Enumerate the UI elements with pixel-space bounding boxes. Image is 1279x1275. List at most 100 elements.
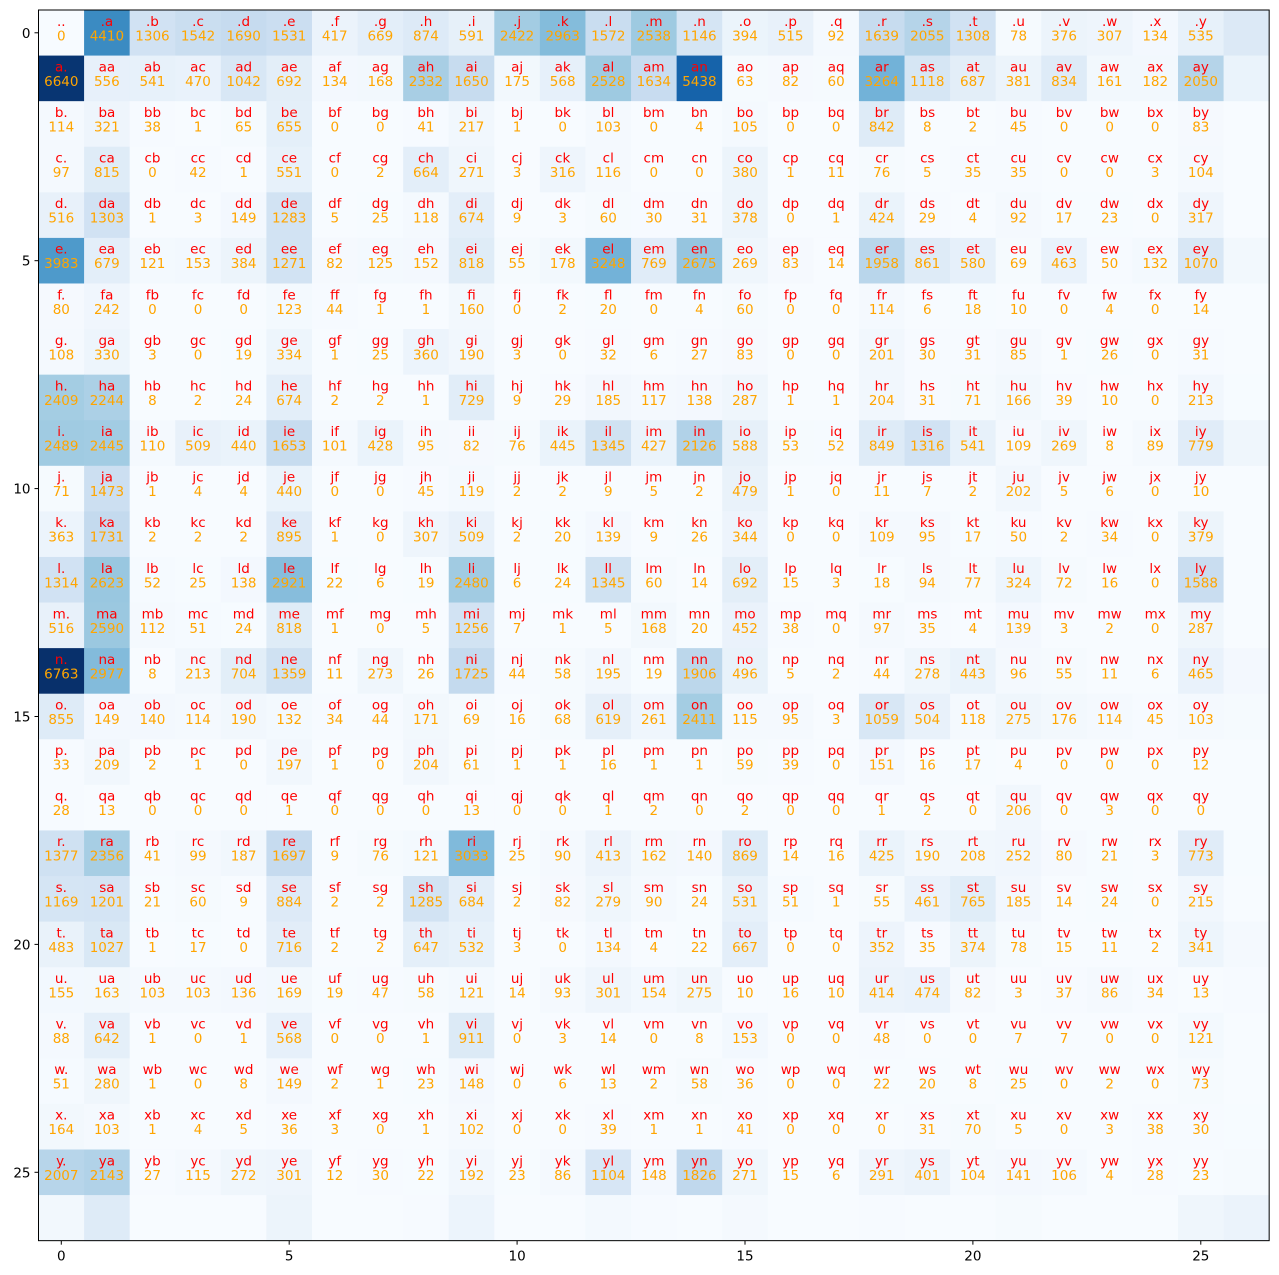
bigram-label: vk <box>555 1017 571 1033</box>
heatmap-cell <box>403 329 450 376</box>
bigram-label: ud <box>235 971 252 987</box>
heatmap-cell <box>539 602 586 649</box>
bigram-label: be <box>281 105 298 121</box>
count-label: 1572 <box>591 28 625 44</box>
count-label: 204 <box>869 393 895 409</box>
count-label: 344 <box>732 530 758 546</box>
count-label: 1 <box>239 1031 248 1047</box>
bigram-label: bi <box>465 105 477 121</box>
count-label: 22 <box>417 1168 434 1184</box>
count-label: 287 <box>732 393 758 409</box>
bigram-label: js <box>921 470 933 486</box>
heatmap-cell <box>539 1103 586 1150</box>
bigram-label: db <box>144 196 161 212</box>
bigram-label: ik <box>557 424 569 440</box>
bigram-label: qq <box>828 789 845 805</box>
heatmap-cell <box>585 1195 632 1242</box>
bigram-label: dd <box>235 196 252 212</box>
bigram-label: uv <box>1056 971 1073 987</box>
heatmap-cell <box>403 101 450 148</box>
bigram-label: tf <box>330 925 341 941</box>
heatmap-cell <box>1041 283 1088 330</box>
heatmap-cell <box>494 921 541 968</box>
bigram-label: .q <box>830 14 843 30</box>
heatmap-cell <box>539 693 586 740</box>
bigram-label: .o <box>739 14 752 30</box>
count-label: 103 <box>1188 712 1214 728</box>
heatmap-cell <box>767 55 814 102</box>
bigram-label: dh <box>417 196 434 212</box>
heatmap-cell <box>494 374 541 421</box>
count-label: 34 <box>1147 985 1164 1001</box>
count-label: 149 <box>231 211 257 227</box>
bigram-label: cc <box>191 151 206 167</box>
count-label: 895 <box>276 530 302 546</box>
heatmap-cell <box>904 511 951 558</box>
heatmap-cell <box>813 967 860 1014</box>
bigram-label: ec <box>190 242 206 258</box>
count-label: 568 <box>276 1031 302 1047</box>
bigram-label: fg <box>374 287 387 303</box>
bigram-label: xw <box>1100 1108 1119 1124</box>
count-label: 1531 <box>272 28 306 44</box>
bigram-label: yk <box>555 1153 571 1169</box>
heatmap-cell <box>175 374 222 421</box>
heatmap-cell <box>813 511 860 558</box>
count-label: 0 <box>786 530 795 546</box>
bigram-label: bo <box>737 105 754 121</box>
heatmap-cell <box>904 1012 951 1059</box>
heatmap-cell <box>1178 830 1225 877</box>
heatmap-cell <box>631 648 678 695</box>
bigram-label: xe <box>281 1108 297 1124</box>
heatmap-cell <box>1041 1195 1088 1242</box>
heatmap-cell <box>311 465 359 512</box>
bigram-label: yn <box>691 1153 708 1169</box>
count-label: 425 <box>869 849 895 865</box>
heatmap-cell <box>858 1012 906 1059</box>
count-label: 692 <box>732 575 758 591</box>
bigram-label: uw <box>1100 971 1120 987</box>
count-label: 655 <box>276 119 302 135</box>
bigram-label: tu <box>1012 925 1026 941</box>
bigram-label: ps <box>920 743 936 759</box>
heatmap-cell <box>1132 420 1179 467</box>
heatmap-cell <box>266 374 313 421</box>
count-label: 3 <box>148 347 157 363</box>
heatmap-cell <box>494 784 541 831</box>
count-label: 2050 <box>1184 74 1218 90</box>
heatmap-cell <box>1086 146 1133 193</box>
heatmap-cell <box>357 556 404 604</box>
heatmap-cell <box>1132 967 1179 1014</box>
count-label: 0 <box>239 758 248 774</box>
count-label: 26 <box>691 530 708 546</box>
bigram-label: lm <box>645 561 662 577</box>
count-label: 5438 <box>682 74 716 90</box>
bigram-label: .f <box>330 14 340 30</box>
count-label: 642 <box>94 1031 120 1047</box>
heatmap-cell <box>494 465 541 512</box>
heatmap-cell <box>1132 283 1179 330</box>
heatmap-cell <box>1223 556 1270 604</box>
count-label: 2244 <box>90 393 124 409</box>
count-label: 14 <box>1055 894 1072 910</box>
heatmap-cell <box>1086 921 1133 968</box>
heatmap-cell <box>1132 192 1179 239</box>
bigram-label: uk <box>554 971 571 987</box>
heatmap-cell <box>129 693 176 740</box>
heatmap-cell <box>311 1012 359 1059</box>
bigram-label: mm <box>641 606 667 622</box>
count-label: 0 <box>832 758 841 774</box>
count-label: 1 <box>376 1077 385 1093</box>
heatmap-cell <box>448 648 495 695</box>
heatmap-cell <box>175 921 222 968</box>
bigram-label: wo <box>735 1062 754 1078</box>
heatmap-cell <box>1132 921 1179 968</box>
bigram-label: hg <box>372 378 389 394</box>
heatmap-cell <box>813 556 860 604</box>
count-label: 76 <box>508 439 525 455</box>
heatmap-cell <box>1223 693 1270 740</box>
count-label: 1 <box>330 347 339 363</box>
count-label: 1 <box>877 803 886 819</box>
count-label: 101 <box>322 439 348 455</box>
count-label: 591 <box>459 28 485 44</box>
